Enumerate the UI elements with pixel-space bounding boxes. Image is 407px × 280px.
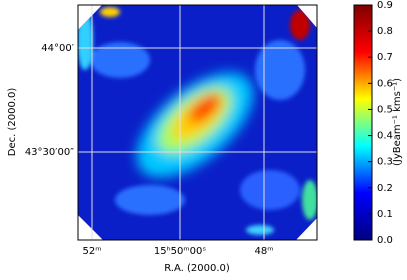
x-tick-label: 52ᵐ	[83, 246, 102, 257]
intensity-map	[78, 5, 317, 240]
colorbar-tick-label: 0.8	[377, 26, 393, 37]
grid	[78, 5, 317, 240]
colorbar-tick-label: 0.2	[377, 183, 393, 194]
plot-frame	[77, 4, 318, 241]
colorbar-tick-label: 0.0	[377, 235, 393, 246]
colorbar-tick-label: 0.1	[377, 209, 393, 220]
colorbar-tick-label: 0.4	[377, 131, 393, 142]
x-axis-label: R.A. (2000.0)	[164, 263, 230, 274]
y-tick-label: 44°00′	[41, 43, 74, 54]
colorbar-tick-label: 0.9	[377, 0, 393, 11]
y-axis-label: Dec. (2000.0)	[7, 88, 18, 157]
colorbar	[353, 4, 373, 241]
colorbar-tick-label: 0.5	[377, 104, 393, 115]
x-tick-label: 48ᵐ	[255, 246, 274, 257]
colorbar-tick-label: 0.3	[377, 157, 393, 168]
colorbar-label: (JyBeam⁻¹ kms⁻¹)	[392, 78, 403, 166]
y-tick-label: 43°30′00″	[25, 147, 74, 158]
x-tick-label: 15ʰ50ᵐ00ˢ	[154, 246, 206, 257]
colorbar-tick-label: 0.6	[377, 78, 393, 89]
colorbar-tick-label: 0.7	[377, 52, 393, 63]
